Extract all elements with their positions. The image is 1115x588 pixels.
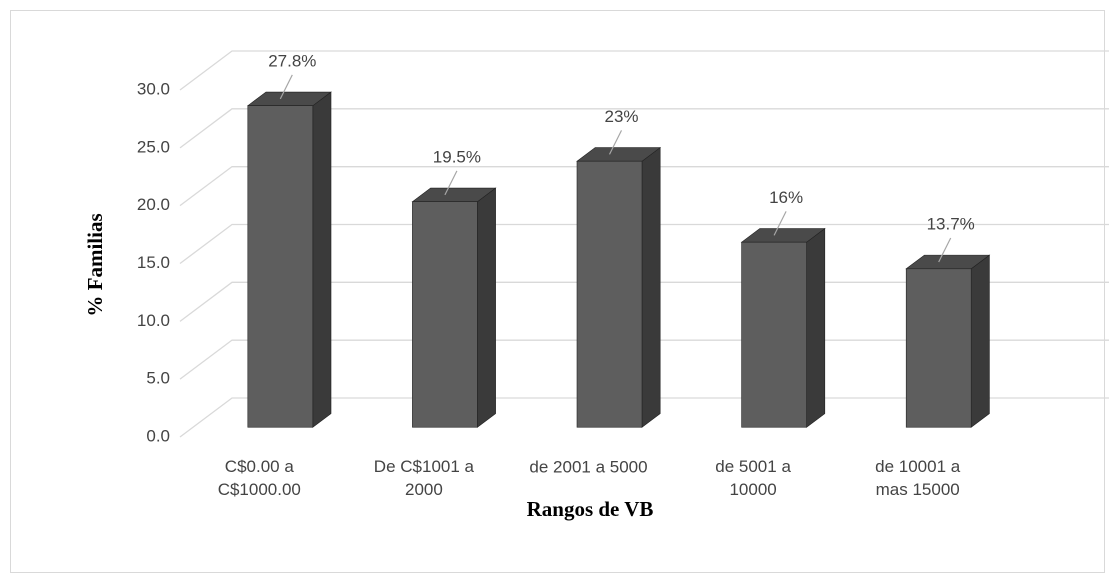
y-tick-label: 15.0 — [137, 253, 170, 272]
bar-side — [477, 187, 496, 428]
leader-line — [938, 237, 952, 263]
grid-line — [179, 223, 1109, 265]
bar-side — [806, 227, 826, 428]
x-tick-label: C$0.00 a C$1000.00 — [218, 457, 301, 499]
bar — [905, 268, 972, 428]
y-tick-label: 25.0 — [137, 137, 170, 156]
leader-line — [444, 170, 458, 196]
bar — [247, 105, 314, 428]
x-tick-label: de 2001 a 5000 — [529, 457, 647, 476]
x-tick-label: de 5001 a 10000 — [715, 457, 791, 499]
data-label: 16% — [769, 188, 803, 207]
bar-side — [641, 146, 661, 428]
grid-line — [179, 50, 1109, 91]
y-tick-label: 10.0 — [137, 311, 170, 330]
bar — [412, 201, 478, 428]
data-label: 27.8% — [268, 51, 316, 70]
data-label: 19.5% — [433, 147, 481, 166]
y-axis-title: % Familias — [83, 213, 107, 316]
grid-line — [179, 108, 1109, 149]
leader-line — [773, 211, 787, 236]
data-label: 13.7% — [927, 214, 975, 233]
y-tick-label: 5.0 — [146, 369, 170, 388]
y-tick-label: 20.0 — [137, 195, 170, 214]
leader-line — [279, 74, 293, 100]
leader-line — [608, 130, 623, 155]
bar — [576, 160, 643, 428]
x-tick-label: De C$1001 a 2000 — [374, 457, 475, 499]
bar-side — [312, 91, 332, 428]
grid-line — [179, 166, 1109, 207]
y-tick-label: 0.0 — [146, 426, 170, 445]
bar — [741, 241, 807, 428]
data-label: 23% — [604, 107, 638, 126]
y-tick-label: 30.0 — [137, 79, 170, 98]
bar-side — [970, 254, 990, 428]
x-tick-label: de 10001 a mas 15000 — [875, 457, 961, 499]
x-axis-title: Rangos de VB — [527, 497, 654, 521]
